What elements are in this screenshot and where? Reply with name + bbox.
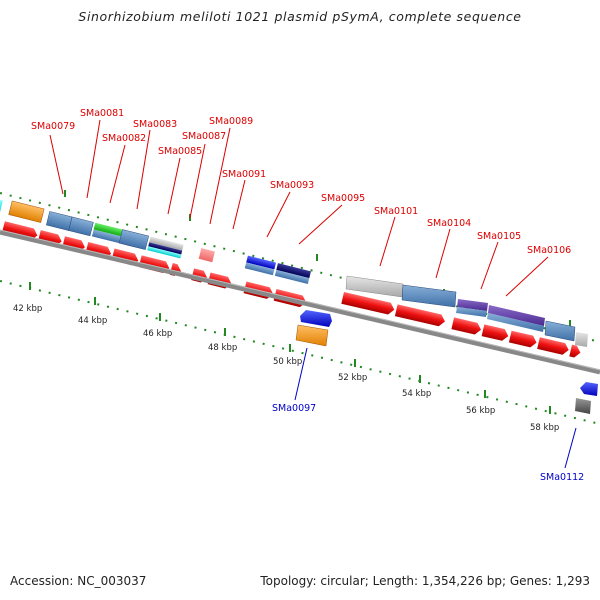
gene-cyan-edge[interactable]	[0, 199, 3, 215]
map-title: Sinorhizobium meliloti 1021 plasmid pSym…	[78, 9, 522, 24]
gene-purple-1[interactable]	[457, 299, 488, 311]
gene-label-SMa0112[interactable]: SMa0112	[540, 472, 584, 483]
feature-track-upper	[0, 199, 311, 284]
gene-steel-4[interactable]	[118, 229, 150, 250]
gene-steel-5[interactable]	[244, 262, 275, 276]
gene-steel-2[interactable]	[68, 216, 94, 237]
gene-purple-2[interactable]	[488, 305, 545, 326]
cds-arrow[interactable]	[451, 317, 482, 335]
cds-arrow[interactable]	[481, 324, 510, 342]
accession-text: Accession: NC_003037	[10, 574, 147, 588]
scale-tick-58: 58 kbp	[530, 423, 559, 433]
gene-label-SMa0089[interactable]: SMa0089	[209, 116, 253, 127]
gene-steel-9[interactable]	[487, 313, 544, 332]
gene-label-SMa0083[interactable]: SMa0083	[133, 119, 177, 130]
gene-steel-6[interactable]	[274, 269, 310, 284]
gene-blue-rev[interactable]	[300, 310, 332, 327]
cds-arrow[interactable]	[1, 221, 39, 241]
scale-tick-48: 48 kbp	[208, 343, 237, 353]
bottom-leader-lines	[294, 347, 577, 469]
gene-label-SMa0093[interactable]: SMa0093	[270, 180, 314, 191]
gene-steel-10[interactable]	[544, 320, 576, 342]
gene-steel-1[interactable]	[46, 211, 73, 231]
scale-tick-42: 42 kbp	[13, 304, 42, 314]
gene-label-SMa0087[interactable]: SMa0087	[182, 131, 226, 142]
gene-label-SMa0091[interactable]: SMa0091	[222, 169, 266, 180]
gene-steel-3[interactable]	[91, 229, 121, 244]
cds-arrow[interactable]	[508, 330, 538, 349]
scale-tick-44: 44 kbp	[78, 316, 107, 326]
gene-label-SMa0079[interactable]: SMa0079	[31, 121, 75, 132]
gene-orange[interactable]	[8, 200, 45, 223]
gene-label-SMa0104[interactable]: SMa0104	[427, 218, 471, 229]
gene-navy-2[interactable]	[276, 263, 311, 279]
gene-green[interactable]	[93, 222, 123, 237]
gene-orange-rev[interactable]	[295, 324, 329, 347]
gene-label-SMa0085[interactable]: SMa0085	[158, 146, 202, 157]
gene-grey-1[interactable]	[149, 236, 184, 251]
cds-arrow[interactable]	[394, 304, 446, 327]
gene-label-SMa0082[interactable]: SMa0082	[102, 133, 146, 144]
gene-label-SMa0081[interactable]: SMa0081	[80, 108, 124, 119]
gene-steel-8[interactable]	[456, 307, 487, 317]
scale-tick-50: 50 kbp	[273, 357, 302, 367]
gene-label-SMa0101[interactable]: SMa0101	[374, 206, 418, 217]
reverse-strand-genes	[295, 310, 598, 414]
gene-cyan-1[interactable]	[147, 246, 182, 259]
scale-labels: 42 kbp 44 kbp 46 kbp 48 kbp 50 kbp 52 kb…	[13, 304, 559, 433]
topology-info-text: Topology: circular; Length: 1,354,226 bp…	[260, 574, 590, 588]
gene-blue-rev-2[interactable]	[580, 382, 598, 396]
gene-label-SMa0095[interactable]: SMa0095	[321, 193, 365, 204]
scale-tick-56: 56 kbp	[466, 406, 495, 416]
gene-grey-2[interactable]	[345, 275, 404, 298]
gene-steel-7[interactable]	[401, 284, 457, 308]
scale-tick-54: 54 kbp	[402, 389, 431, 399]
cds-arrow[interactable]	[537, 337, 570, 356]
gene-darkgrey-rev[interactable]	[575, 398, 591, 414]
main-axis	[0, 229, 600, 375]
lower-dotted-track	[0, 280, 600, 425]
scale-tick-46: 46 kbp	[143, 329, 172, 339]
gene-label-SMa0106[interactable]: SMa0106	[527, 245, 571, 256]
gene-navy-1[interactable]	[148, 242, 183, 255]
feature-track-right	[345, 275, 588, 347]
scale-tick-52: 52 kbp	[338, 373, 367, 383]
gene-label-SMa0097[interactable]: SMa0097	[272, 403, 316, 414]
top-gene-labels: SMa0079 SMa0081 SMa0082 SMa0083 SMa0085 …	[31, 108, 571, 256]
gene-label-SMa0105[interactable]: SMa0105	[477, 231, 521, 242]
gene-pink[interactable]	[198, 248, 215, 263]
gene-grey-3[interactable]	[575, 332, 588, 347]
top-leader-lines	[49, 119, 549, 297]
forward-strand-arrows-right	[341, 292, 581, 359]
cds-arrow[interactable]	[569, 344, 581, 359]
cds-arrow[interactable]	[341, 292, 395, 316]
bottom-gene-labels: SMa0097 SMa0112	[272, 403, 584, 483]
gene-blue-1[interactable]	[246, 255, 277, 270]
